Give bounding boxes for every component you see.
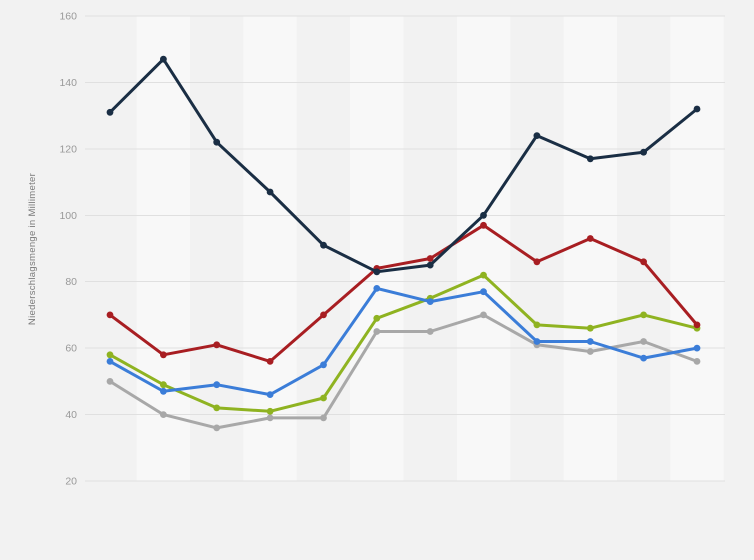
green-series-point[interactable]: [160, 381, 167, 389]
dark-blue-series-point[interactable]: [160, 55, 167, 63]
y-tick-label: 160: [59, 11, 77, 23]
y-tick-label: 120: [59, 143, 77, 155]
plot-stripe: [243, 16, 297, 481]
gray-series-point[interactable]: [213, 424, 221, 432]
blue-series-point[interactable]: [213, 381, 221, 389]
plot-stripe: [456, 16, 511, 481]
red-series-point[interactable]: [693, 321, 701, 329]
red-series-point[interactable]: [320, 311, 327, 319]
blue-series-point[interactable]: [106, 358, 114, 365]
red-series-point[interactable]: [160, 351, 167, 359]
blue-series-point[interactable]: [320, 361, 327, 369]
dark-blue-series-point[interactable]: [480, 211, 487, 219]
blue-series-point[interactable]: [160, 387, 167, 395]
dark-blue-series-point[interactable]: [586, 155, 594, 163]
gray-series-point[interactable]: [373, 328, 381, 335]
y-tick-label: 40: [65, 409, 77, 421]
red-series-point[interactable]: [640, 258, 647, 266]
red-series-point[interactable]: [106, 311, 114, 319]
gray-series-point[interactable]: [586, 348, 594, 355]
y-tick-label: 20: [65, 476, 77, 488]
red-series-point[interactable]: [480, 221, 487, 229]
dark-blue-series-point[interactable]: [640, 148, 647, 156]
green-series-point[interactable]: [533, 321, 541, 329]
plot-stripe: [350, 16, 404, 481]
gray-series-point[interactable]: [320, 414, 327, 422]
y-tick-label: 80: [65, 276, 77, 288]
dark-blue-series-point[interactable]: [106, 108, 114, 116]
blue-series-point[interactable]: [693, 344, 701, 352]
green-series-point[interactable]: [106, 351, 114, 359]
y-tick-label: 140: [59, 77, 77, 89]
blue-series-point[interactable]: [373, 285, 381, 292]
red-series-line: [108, 223, 699, 363]
blue-series-point[interactable]: [426, 298, 434, 305]
gray-series-line: [108, 313, 699, 430]
dark-blue-series-point[interactable]: [266, 188, 274, 196]
y-tick-label: 100: [59, 210, 77, 222]
dark-blue-series-line: [108, 57, 699, 274]
green-series-point[interactable]: [586, 324, 594, 332]
gray-series-point[interactable]: [266, 414, 274, 422]
green-series-line: [108, 273, 699, 413]
y-axis-title: Niederschlagsmenge in Millimeter: [27, 172, 38, 326]
gray-series-point[interactable]: [106, 378, 114, 385]
gray-series-point[interactable]: [160, 411, 167, 418]
dark-blue-series-point[interactable]: [693, 105, 701, 113]
red-series-point[interactable]: [586, 235, 594, 242]
green-series-point[interactable]: [640, 311, 647, 319]
dark-blue-series-point[interactable]: [533, 132, 541, 140]
green-series-point[interactable]: [213, 404, 221, 412]
dark-blue-series-point[interactable]: [320, 241, 327, 249]
red-series-point[interactable]: [213, 341, 221, 349]
blue-series-point[interactable]: [640, 354, 647, 362]
red-series-point[interactable]: [426, 255, 434, 262]
dark-blue-series-point[interactable]: [373, 268, 381, 276]
dark-blue-series-point[interactable]: [213, 138, 221, 146]
green-series-point[interactable]: [266, 407, 274, 415]
dark-blue-series-point[interactable]: [426, 261, 434, 269]
green-series-point[interactable]: [480, 271, 487, 279]
blue-series-point[interactable]: [533, 338, 541, 345]
green-series-point[interactable]: [320, 394, 327, 402]
blue-series-point[interactable]: [480, 288, 487, 296]
gray-series-point[interactable]: [480, 311, 487, 319]
gray-series-point[interactable]: [640, 338, 647, 345]
blue-series-point[interactable]: [266, 391, 274, 398]
gray-series-point[interactable]: [693, 358, 701, 365]
blue-series-point[interactable]: [586, 338, 594, 345]
plot-stripe: [563, 16, 617, 481]
red-series-point[interactable]: [533, 258, 541, 266]
gray-series-point[interactable]: [426, 328, 434, 335]
blue-series-line: [108, 286, 699, 397]
red-series-point[interactable]: [266, 358, 274, 365]
green-series-point[interactable]: [373, 314, 381, 322]
plot-stripe: [670, 16, 724, 481]
y-tick-label: 60: [65, 343, 77, 355]
